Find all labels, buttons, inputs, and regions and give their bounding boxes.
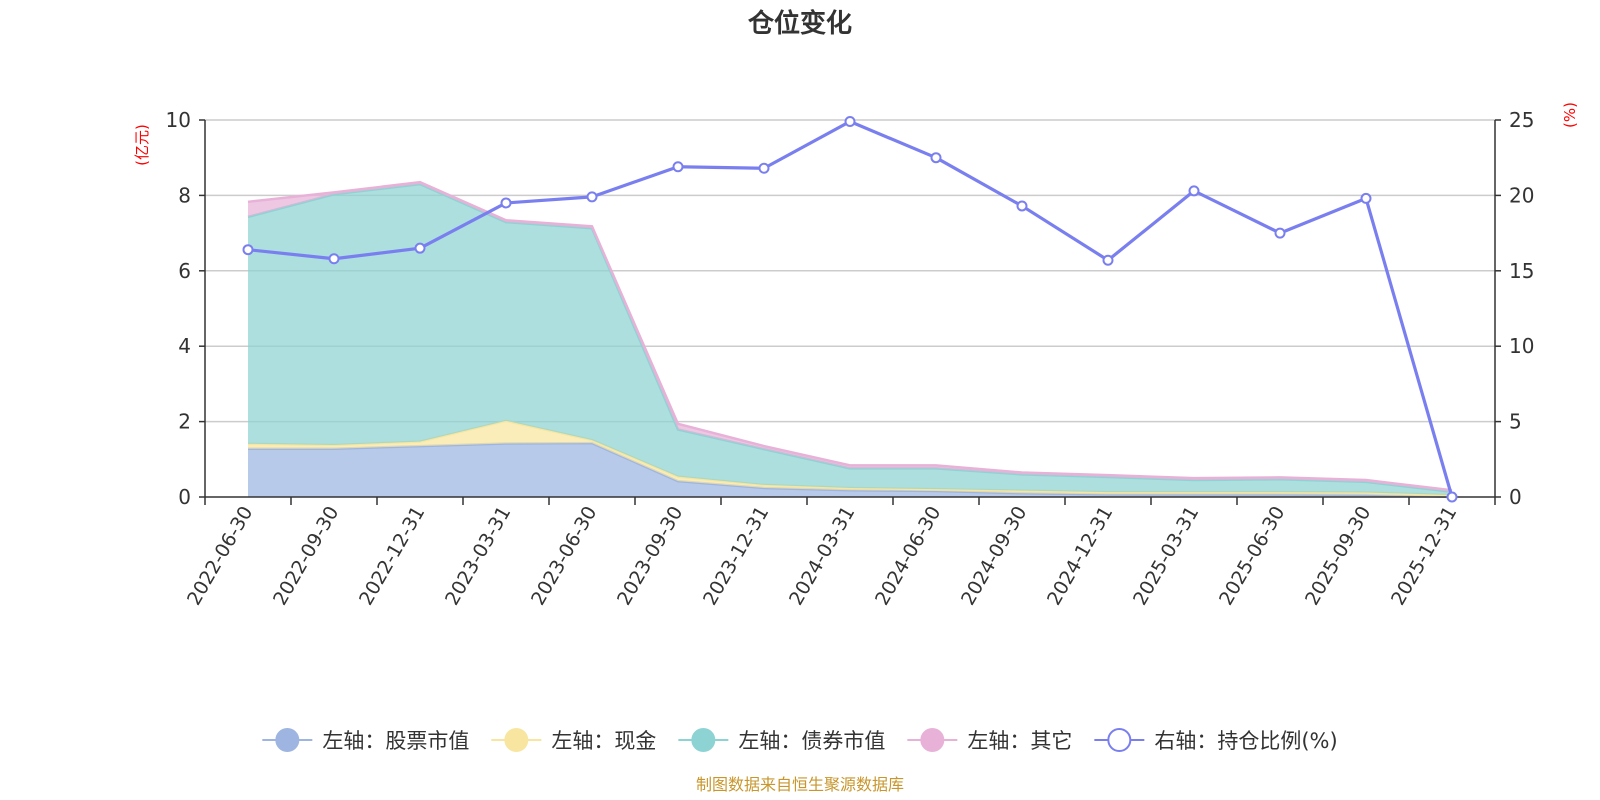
x-axis-tick-label: 2023-12-31 bbox=[699, 503, 773, 610]
left-axis-unit: (亿元) bbox=[133, 124, 151, 166]
legend-label: 左轴：股票市值 bbox=[322, 729, 469, 753]
x-axis-tick-label: 2023-06-30 bbox=[527, 503, 601, 610]
legend-label: 左轴：债券市值 bbox=[738, 729, 885, 753]
legend-label: 左轴：现金 bbox=[551, 729, 656, 753]
ratio-point bbox=[672, 161, 684, 173]
area-左轴：现金 bbox=[248, 420, 1452, 497]
left-axis-tick-label: 4 bbox=[178, 334, 191, 358]
right-axis-tick-label: 10 bbox=[1509, 334, 1534, 358]
stacked-areas bbox=[247, 180, 1453, 499]
ratio-point bbox=[1274, 227, 1286, 239]
x-axis-tick-label: 2025-12-31 bbox=[1387, 503, 1461, 610]
ratio-point bbox=[1016, 200, 1028, 212]
left-axis-tick-label: 10 bbox=[166, 108, 191, 132]
ratio-point bbox=[1446, 491, 1458, 503]
right-axis-tick-label: 25 bbox=[1509, 108, 1534, 132]
legend-item: 右轴：持仓比例(%) bbox=[1094, 728, 1338, 753]
ratio-point bbox=[1360, 192, 1372, 204]
x-axis-tick-label: 2024-03-31 bbox=[785, 503, 859, 610]
x-axis-tick-label: 2025-06-30 bbox=[1215, 503, 1289, 610]
ratio-point bbox=[930, 152, 942, 164]
x-axis-tick-label: 2022-09-30 bbox=[269, 503, 343, 610]
x-axis-tick-label: 2025-03-31 bbox=[1129, 503, 1203, 610]
left-axis-tick-label: 2 bbox=[178, 410, 191, 434]
right-axis-tick-label: 20 bbox=[1509, 183, 1534, 207]
right-axis-tick-label: 5 bbox=[1509, 410, 1522, 434]
legend-item: 左轴：其它 bbox=[907, 728, 1072, 753]
x-axis-tick-label: 2022-12-31 bbox=[355, 503, 429, 610]
ratio-point bbox=[1188, 185, 1200, 197]
x-axis-tick-label: 2023-03-31 bbox=[441, 503, 515, 610]
legend-marker bbox=[1107, 728, 1132, 752]
right-axis-tick-label: 0 bbox=[1509, 485, 1522, 509]
area-左轴：股票市值 bbox=[248, 443, 1452, 497]
ratio-point bbox=[844, 116, 856, 128]
left-axis-tick-label: 8 bbox=[178, 183, 191, 207]
source-note: 制图数据来自恒生聚源数据库 bbox=[696, 775, 904, 794]
ratio-point bbox=[586, 191, 598, 203]
left-axis-tick-label: 0 bbox=[178, 485, 191, 509]
legend-marker bbox=[504, 728, 529, 752]
left-axis-tick-label: 6 bbox=[178, 259, 191, 283]
legend-marker bbox=[920, 728, 945, 752]
legend-item: 左轴：股票市值 bbox=[262, 728, 469, 753]
x-axis-tick-label: 2024-06-30 bbox=[871, 503, 945, 610]
legend-label: 左轴：其它 bbox=[967, 729, 1072, 753]
ratio-point bbox=[1102, 254, 1114, 266]
chart-title: 仓位变化 bbox=[747, 8, 852, 39]
x-axis-tick-label: 2024-09-30 bbox=[957, 503, 1031, 610]
area-edge-左轴：其它 bbox=[247, 180, 1453, 492]
legend-marker bbox=[691, 728, 716, 752]
ratio-point bbox=[414, 242, 426, 254]
ratio-point bbox=[242, 244, 254, 256]
legend-item: 左轴：现金 bbox=[491, 728, 656, 753]
holding-ratio-series bbox=[242, 116, 1458, 503]
ratio-point bbox=[758, 162, 770, 174]
right-axis-unit: (%) bbox=[1561, 102, 1579, 128]
legend-marker bbox=[275, 728, 300, 752]
x-axis-tick-label: 2025-09-30 bbox=[1301, 503, 1375, 610]
ratio-point bbox=[328, 253, 340, 265]
x-axis-tick-label: 2023-09-30 bbox=[613, 503, 687, 610]
area-左轴：债券市值 bbox=[248, 184, 1452, 496]
x-axis-tick-label: 2024-12-31 bbox=[1043, 503, 1117, 610]
x-axis-tick-label: 2022-06-30 bbox=[183, 503, 257, 610]
legend: 左轴：股票市值 左轴：现金 左轴：债券市值 左轴：其它 右轴：持仓比例(%) bbox=[262, 728, 1338, 753]
legend-item: 左轴：债券市值 bbox=[678, 728, 885, 753]
right-axis-tick-label: 15 bbox=[1509, 259, 1534, 283]
ratio-point bbox=[500, 197, 512, 209]
legend-label: 右轴：持仓比例(%) bbox=[1154, 729, 1337, 753]
